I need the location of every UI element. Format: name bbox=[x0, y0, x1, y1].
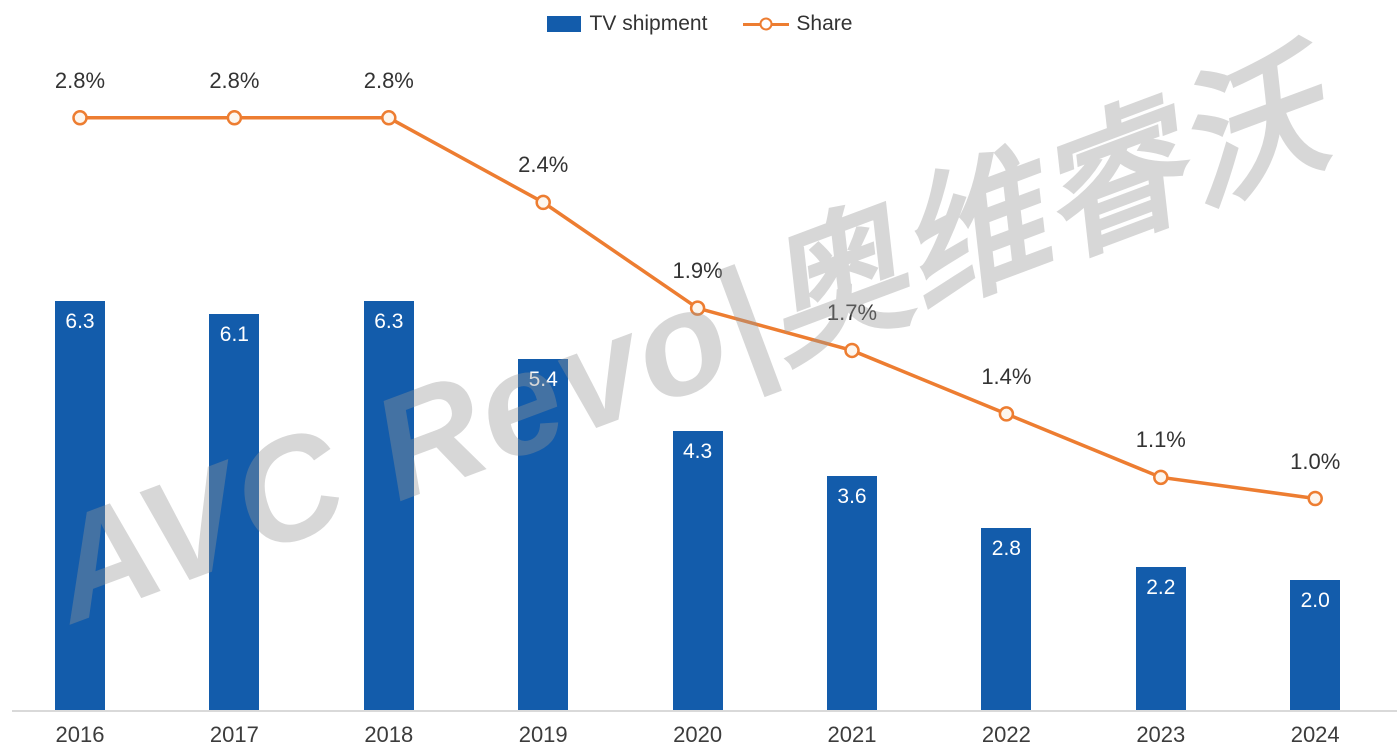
bar-2016 bbox=[55, 300, 105, 710]
x-axis-label-2022: 2022 bbox=[981, 722, 1031, 747]
bar-value-label-2017: 6.1 bbox=[219, 322, 249, 346]
share-marker-2024 bbox=[1307, 490, 1323, 507]
line-series-swatch-icon bbox=[743, 22, 790, 26]
bar-value-label-2020: 4.3 bbox=[682, 439, 713, 463]
share-marker-2017 bbox=[226, 110, 243, 126]
chart-legend: TV shipment Share bbox=[0, 12, 1399, 36]
x-axis-label-2016: 2016 bbox=[55, 722, 105, 747]
share-value-label-2021: 1.7% bbox=[826, 300, 878, 326]
share-value-label-2024: 1.0% bbox=[1290, 448, 1341, 474]
bar-2023 bbox=[1135, 567, 1186, 710]
bar-value-label-2018: 6.3 bbox=[374, 309, 404, 333]
share-value-label-2017: 2.8% bbox=[209, 67, 260, 93]
legend-item-tv-shipment: TV shipment bbox=[546, 12, 708, 36]
bar-value-label-2019: 5.4 bbox=[528, 368, 558, 391]
x-axis-label-2021: 2021 bbox=[827, 722, 877, 747]
share-marker-2018 bbox=[381, 110, 397, 126]
x-axis-label-2023: 2023 bbox=[1136, 722, 1186, 747]
x-axis-label-2020: 2020 bbox=[673, 722, 723, 747]
share-value-label-2022: 1.4% bbox=[981, 363, 1032, 389]
bar-value-label-2016: 6.3 bbox=[65, 309, 95, 333]
bar-value-label-2022: 2.8 bbox=[991, 537, 1021, 560]
bar-value-label-2021: 3.6 bbox=[837, 485, 867, 508]
x-axis-label-2019: 2019 bbox=[518, 722, 568, 747]
share-value-label-2023: 1.1% bbox=[1135, 427, 1186, 453]
legend-label-tv-shipment: TV shipment bbox=[589, 12, 708, 35]
x-axis-label-2018: 2018 bbox=[364, 722, 414, 747]
bar-2020 bbox=[672, 430, 723, 710]
x-axis-label-2017: 2017 bbox=[209, 722, 259, 747]
bar-2021 bbox=[827, 476, 877, 710]
legend-label-share: Share bbox=[796, 12, 853, 35]
x-axis-baseline bbox=[12, 710, 1397, 712]
bar-series-swatch-icon bbox=[546, 16, 581, 32]
bar-value-label-2024: 2.0 bbox=[1300, 589, 1330, 612]
share-value-label-2018: 2.8% bbox=[363, 67, 414, 93]
bar-2018 bbox=[363, 300, 414, 710]
bar-value-label-2023: 2.2 bbox=[1146, 576, 1176, 599]
bar-2024 bbox=[1290, 580, 1341, 710]
bar-2022 bbox=[981, 528, 1032, 710]
share-marker-2019 bbox=[535, 194, 551, 211]
bar-2017 bbox=[209, 313, 260, 710]
legend-item-share: Share bbox=[743, 12, 852, 36]
share-value-label-2019: 2.4% bbox=[518, 152, 569, 178]
share-marker-2022 bbox=[998, 406, 1015, 422]
x-axis-label-2024: 2024 bbox=[1290, 722, 1340, 747]
share-value-label-2016: 2.8% bbox=[54, 67, 106, 93]
share-marker-2020 bbox=[689, 300, 706, 316]
share-marker-2021 bbox=[844, 342, 860, 359]
share-marker-2016 bbox=[72, 110, 88, 126]
share-marker-2023 bbox=[1153, 469, 1169, 486]
bar-2019 bbox=[518, 359, 569, 710]
share-value-label-2020: 1.9% bbox=[672, 258, 723, 284]
